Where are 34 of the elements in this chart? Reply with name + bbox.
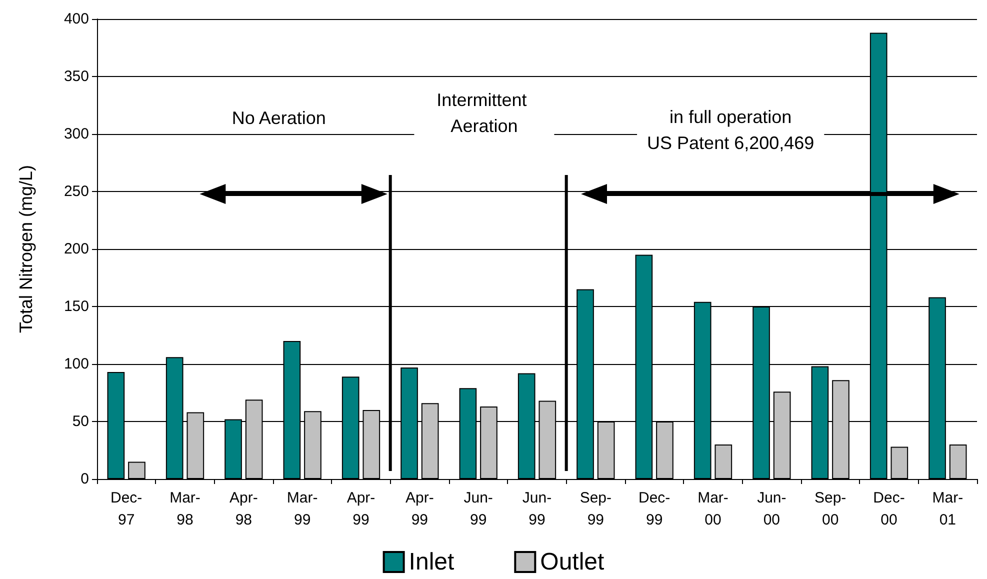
x-tick-label: Jun-00 xyxy=(757,490,786,528)
y-tick-label: 50 xyxy=(72,413,89,430)
annotation: in full operation US Patent 6,200,469 xyxy=(647,107,814,153)
bar xyxy=(714,444,732,479)
x-tick-label: Apr-98 xyxy=(229,490,258,528)
x-tick-label: Mar-98 xyxy=(170,490,200,528)
y-tick-label: 250 xyxy=(64,183,89,200)
x-tick-label: Dec-99 xyxy=(638,490,670,528)
y-tick-label: 100 xyxy=(64,356,89,372)
bar xyxy=(890,446,908,479)
bar xyxy=(128,462,146,479)
x-tick-label: Mar-01 xyxy=(932,490,964,528)
bar xyxy=(949,444,967,479)
y-tick-label: 350 xyxy=(64,68,89,85)
y-axis-title: Total Nitrogen (mg/L) xyxy=(16,164,36,334)
y-tick-label: 400 xyxy=(64,10,89,28)
y-tick-label: 0 xyxy=(80,470,89,488)
y-tick-label: 150 xyxy=(64,298,89,315)
x-tick-label: Jun-99 xyxy=(522,490,552,528)
y-tick-label: 300 xyxy=(64,126,89,142)
x-tick-label: Mar-99 xyxy=(286,490,318,528)
y-tick-label: 200 xyxy=(64,240,89,258)
legend-label: Inlet xyxy=(408,548,454,576)
legend-label: Outlet xyxy=(540,548,605,576)
x-tick-label: Mar-00 xyxy=(698,490,728,528)
x-tick-label: Dec-00 xyxy=(873,490,905,528)
annotation: Intermittent Aeration xyxy=(436,90,532,136)
annotation: No Aeration xyxy=(232,108,326,128)
x-tick-label: Apr-99 xyxy=(346,490,376,528)
x-tick-label: Sep-00 xyxy=(814,490,846,528)
x-tick-label: Apr-99 xyxy=(405,490,434,528)
x-tick-label: Jun-99 xyxy=(464,490,493,528)
x-tick-label: Sep-99 xyxy=(580,490,612,528)
x-tick-label: Dec-97 xyxy=(110,490,142,528)
